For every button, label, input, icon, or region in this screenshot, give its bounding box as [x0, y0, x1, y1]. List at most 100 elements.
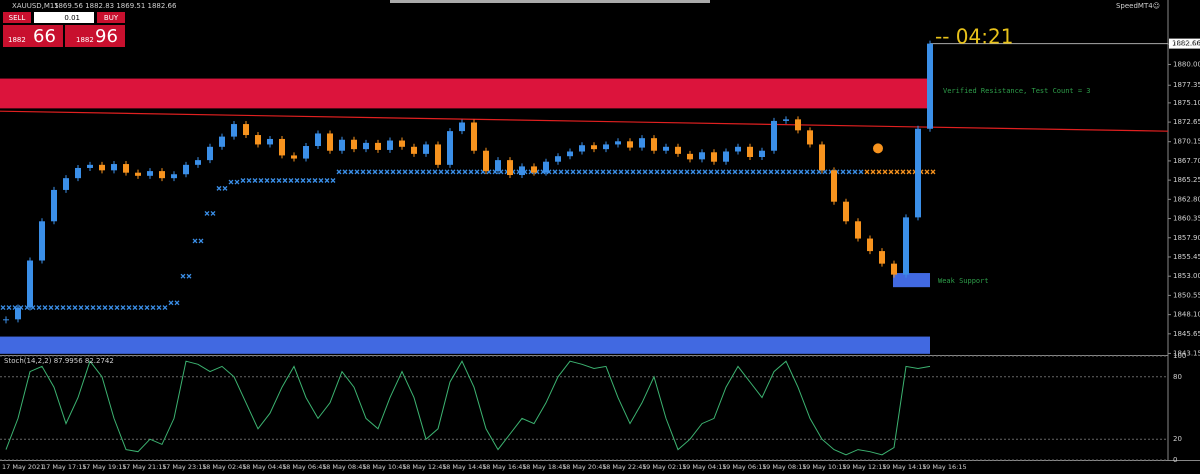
- stop-cross: [768, 169, 774, 175]
- y-tick-label: 1857.90: [1173, 234, 1200, 242]
- stop-cross: [324, 178, 330, 183]
- lot-input[interactable]: [34, 12, 94, 23]
- stop-cross: [714, 169, 720, 175]
- platform: SpeedMT4☺: [1116, 2, 1160, 10]
- stop-cross: [288, 178, 294, 183]
- candle: [879, 251, 885, 264]
- candle: [423, 144, 429, 154]
- stop-cross: [474, 169, 480, 175]
- resistance-label: Verified Resistance, Test Count = 3: [943, 87, 1091, 95]
- stop-cross: [876, 169, 882, 175]
- stop-cross: [750, 169, 756, 175]
- stop-cross: [744, 169, 750, 175]
- stop-cross: [192, 238, 198, 244]
- x-tick-label: 19 May 12:15: [842, 463, 887, 471]
- x-tick-label: 18 May 12:45: [402, 463, 447, 471]
- candle: [459, 122, 465, 132]
- candle: [843, 201, 849, 222]
- x-tick-label: 18 May 22:45: [602, 463, 647, 471]
- stop-cross: [120, 305, 126, 311]
- candle: [411, 146, 417, 154]
- sell-price-box[interactable]: [3, 25, 63, 47]
- stop-cross: [792, 169, 798, 175]
- candle: [399, 140, 405, 147]
- stop-cross: [348, 169, 354, 175]
- scroll-indicator: [390, 0, 710, 3]
- y-tick-label: 1848.10: [1173, 311, 1200, 319]
- x-tick-label: 19 May 14:15: [882, 463, 927, 471]
- stop-cross: [138, 305, 144, 311]
- candle: [351, 139, 357, 150]
- support-label: Weak Support: [938, 277, 989, 285]
- buy-button[interactable]: [97, 12, 125, 23]
- resistance-zone: [0, 78, 930, 109]
- candle: [807, 130, 813, 145]
- stop-cross: [216, 185, 222, 191]
- stop-cross: [738, 169, 744, 175]
- stop-cross: [450, 169, 456, 175]
- stop-cross: [810, 169, 816, 175]
- candle: [363, 142, 369, 150]
- stop-cross: [594, 169, 600, 175]
- y-tick-label: 1860.35: [1173, 215, 1200, 223]
- y-tick-label: 1880.00: [1173, 60, 1200, 68]
- stop-cross: [804, 169, 810, 175]
- y-tick-label: 1865.25: [1173, 176, 1200, 184]
- stop-cross: [696, 169, 702, 175]
- candle: [183, 164, 189, 175]
- candle: [759, 150, 765, 157]
- candle: [867, 238, 873, 252]
- stop-cross: [858, 169, 864, 175]
- stop-cross: [468, 169, 474, 175]
- candle: [75, 167, 81, 179]
- candle: [495, 160, 501, 172]
- stop-cross: [372, 169, 378, 175]
- candle: [147, 171, 153, 176]
- stop-cross: [420, 169, 426, 175]
- candle: [267, 138, 273, 145]
- stop-cross: [48, 305, 54, 311]
- x-tick-label: 19 May 08:15: [762, 463, 807, 471]
- weak-support-zone: [893, 273, 930, 288]
- candle: [699, 152, 705, 160]
- stop-cross: [576, 169, 582, 175]
- stop-cross: [306, 178, 312, 183]
- x-tick-label: 19 May 02:15: [642, 463, 687, 471]
- stop-cross: [72, 305, 78, 311]
- buy-price-box[interactable]: [65, 25, 125, 47]
- stop-cross: [582, 169, 588, 175]
- stop-cross: [786, 169, 792, 175]
- stop-cross: [336, 169, 342, 175]
- sell-price-small: 66: [33, 26, 56, 47]
- stop-cross: [432, 169, 438, 175]
- candle: [555, 156, 561, 162]
- candle: [159, 171, 165, 179]
- candle: [891, 263, 897, 275]
- plot: [0, 40, 1171, 461]
- x-tick-label: 19 May 04:15: [682, 463, 727, 471]
- candle: [819, 144, 825, 171]
- stop-cross: [456, 169, 462, 175]
- candle: [3, 319, 9, 321]
- stop-cross: [888, 169, 894, 175]
- stop-cross: [150, 305, 156, 311]
- x-tick-label: 18 May 20:45: [562, 463, 607, 471]
- stop-cross: [318, 178, 324, 183]
- stop-cross: [558, 169, 564, 175]
- candle: [51, 189, 57, 222]
- candle: [591, 145, 597, 150]
- stop-cross: [846, 169, 852, 175]
- candle: [531, 166, 537, 173]
- stop-cross: [924, 169, 930, 175]
- stop-cross: [726, 169, 732, 175]
- stop-cross: [342, 169, 348, 175]
- stop-cross: [402, 169, 408, 175]
- buy-label: BUY: [104, 14, 119, 22]
- candle: [243, 124, 249, 136]
- countdown: -- 04:21: [935, 25, 1013, 49]
- candle: [483, 150, 489, 172]
- stop-cross: [438, 169, 444, 175]
- x-tick-label: 18 May 10:45: [362, 463, 407, 471]
- sell-button[interactable]: [3, 12, 31, 23]
